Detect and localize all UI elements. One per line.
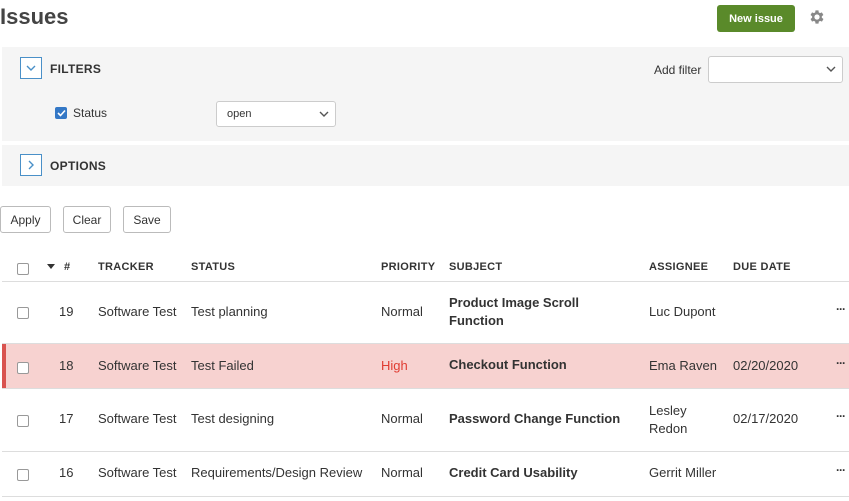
priority-indicator-bar [2,344,6,388]
issue-tracker: Software Test [98,465,177,480]
column-header-subject[interactable]: SUBJECT [449,261,503,273]
page-title: Issues [0,4,69,29]
issue-tracker: Software Test [98,411,177,426]
row-menu-icon[interactable]: ··· [836,302,846,316]
check-icon [56,109,66,117]
save-button[interactable]: Save [123,206,171,233]
column-header-tracker[interactable]: TRACKER [98,261,154,273]
issue-assignee[interactable]: Lesley Redon [649,402,687,438]
column-header-priority[interactable]: PRIORITY [381,261,436,273]
filters-panel: FILTERS Add filter Status open [2,47,849,141]
sort-desc-icon[interactable] [47,264,55,270]
issue-id[interactable]: 18 [59,358,74,373]
issue-assignee[interactable]: Ema Raven [649,358,717,373]
table-row[interactable]: 18 Software Test Test Failed High Checko… [2,344,849,389]
column-header-id[interactable]: # [64,261,71,273]
filters-toggle[interactable] [20,57,42,79]
row-menu-icon[interactable]: ··· [836,409,846,423]
clear-button[interactable]: Clear [63,206,111,233]
add-filter-select[interactable] [708,56,843,83]
issue-subject-line: Product Image Scroll [449,295,580,310]
issue-priority: High [381,358,408,373]
issue-priority: Normal [381,465,423,480]
issue-tracker: Software Test [98,358,177,373]
issue-id[interactable]: 16 [59,465,74,480]
status-checkbox[interactable] [55,107,67,119]
issue-id[interactable]: 17 [59,411,74,426]
issue-subject-link[interactable]: Checkout Function [449,357,567,372]
issue-subject-link[interactable]: Product Image Scroll Function [449,294,579,330]
table-row[interactable]: 17 Software Test Test designing Normal P… [2,389,849,452]
status-operator-value: open [227,108,252,120]
issue-subject-line: Function [449,313,504,328]
options-panel: OPTIONS [2,145,849,186]
issue-tracker: Software Test [98,304,177,319]
status-filter-label: Status [73,106,108,120]
issue-due-date: 02/20/2020 [733,358,799,373]
options-title: OPTIONS [50,159,107,173]
issue-assignee[interactable]: Gerrit Miller [649,465,717,480]
table-row[interactable]: 19 Software Test Test planning Normal Pr… [2,282,849,344]
row-checkbox[interactable] [17,415,29,427]
gear-icon[interactable] [808,8,826,26]
table-row[interactable]: 16 Software Test Requirements/Design Rev… [2,452,849,497]
issue-subject-link[interactable]: Password Change Function [449,411,621,426]
row-checkbox[interactable] [17,362,29,374]
row-checkbox[interactable] [17,469,29,481]
issue-status: Test planning [191,304,268,319]
row-menu-icon[interactable]: ··· [836,356,846,370]
issue-status: Test designing [191,411,275,426]
new-issue-button[interactable]: New issue [717,5,795,32]
chevron-down-icon [826,66,836,72]
row-menu-icon[interactable]: ··· [836,463,846,477]
issue-assignee[interactable]: Luc Dupont [649,304,716,319]
issue-status: Requirements/Design Review [191,465,363,480]
row-checkbox[interactable] [17,307,29,319]
issue-priority: Normal [381,304,423,319]
issue-id[interactable]: 19 [59,304,74,319]
chevron-down-icon [26,65,36,71]
apply-button[interactable]: Apply [0,206,51,233]
chevron-down-icon [319,111,329,117]
status-operator-select[interactable]: open [216,101,336,127]
chevron-right-icon [28,160,34,170]
options-toggle[interactable] [20,154,42,176]
assignee-first-name: Lesley [649,403,687,418]
assignee-last-name: Redon [649,421,688,436]
issue-status: Test Failed [191,358,254,373]
issue-priority: Normal [381,411,423,426]
select-all-checkbox[interactable] [17,263,29,275]
add-filter-label: Add filter [654,63,702,77]
column-header-assignee[interactable]: ASSIGNEE [649,261,709,273]
column-header-due-date[interactable]: DUE DATE [733,261,791,273]
header-divider [2,281,849,282]
filters-title: FILTERS [50,62,102,76]
issue-subject-link[interactable]: Credit Card Usability [449,465,578,480]
issue-due-date: 02/17/2020 [733,411,799,426]
column-header-status[interactable]: STATUS [191,261,236,273]
